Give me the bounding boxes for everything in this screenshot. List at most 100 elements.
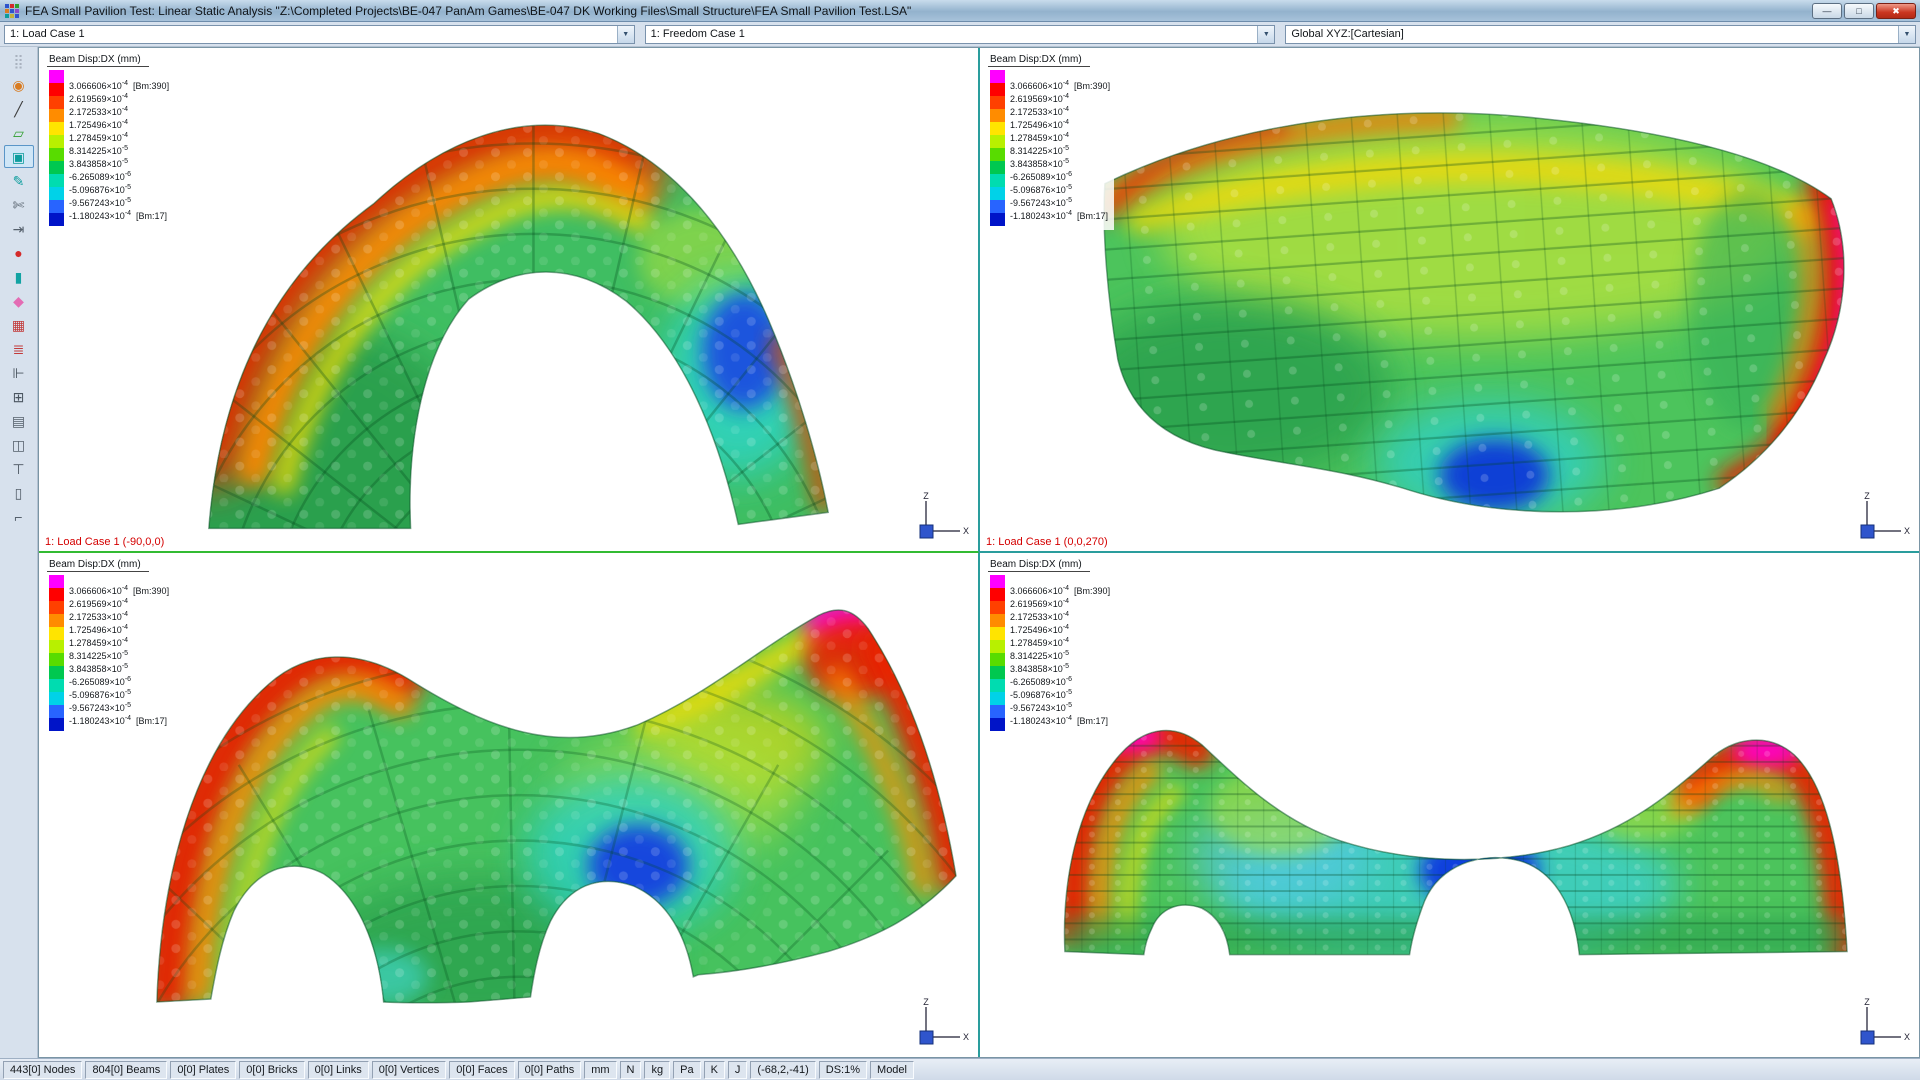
status-cell: Model (870, 1060, 914, 1079)
legend-swatch (49, 135, 64, 148)
close-button[interactable]: ✖ (1876, 2, 1916, 19)
node-tool-icon[interactable]: ◉ (4, 73, 34, 96)
legend-value: -1.180243×10-4 [Bm:17] (69, 210, 168, 221)
node-attribute-icon[interactable]: ● (4, 241, 34, 264)
legend-value: 1.278459×10-4 (1010, 636, 1070, 648)
status-bar: 443[0] Nodes 804[0] Beams 0[0] Plates 0[0] … (0, 1058, 1920, 1080)
legend-swatch (49, 161, 64, 174)
legend-swatch (49, 148, 64, 161)
legend-swatch (990, 187, 1005, 200)
status-cell: 443[0] Nodes (3, 1060, 83, 1079)
extrude-tool-icon[interactable]: ⇥ (4, 217, 34, 240)
chevron-down-icon[interactable]: ▼ (1257, 25, 1275, 43)
legend-swatch (49, 96, 64, 109)
column-icon[interactable]: ▯ (4, 481, 34, 504)
legend-value: 1.725496×10-4 (69, 623, 129, 635)
grid-icon[interactable]: ⊞ (4, 385, 34, 408)
legend-value: -9.567243×10-5 (1010, 701, 1073, 713)
status-cell: mm (584, 1060, 617, 1079)
restraint-icon[interactable]: ⊩ (4, 361, 34, 384)
contour-legend: Beam Disp:DX (mm) 3.066606×10-4 [Bm:390] 2… (986, 52, 1115, 230)
legend-value: 3.843858×10-5 (69, 158, 129, 169)
dimension-icon[interactable]: ⊤ (4, 457, 34, 480)
legend-value: -6.265089×10-6 (1010, 171, 1073, 182)
chevron-down-icon[interactable]: ▼ (616, 25, 634, 43)
viewport-top-left[interactable]: Beam Disp:DX (mm) 3.066606×10-4 [Bm:390] 2… (39, 48, 979, 553)
cutter-tool-icon[interactable]: ✄ (4, 193, 34, 216)
maximize-button[interactable]: □ (1844, 2, 1874, 19)
legend-value: -6.265089×10-6 (69, 171, 132, 182)
axis-label-z: Z (1864, 997, 1870, 1007)
legend-swatch (49, 200, 64, 213)
legend-value: -5.096876×10-5 (69, 688, 132, 700)
case-toolbar: 1: Load Case 1 ▼ 1: Freedom Case 1 ▼ Glo… (0, 22, 1920, 47)
tool-palette: ⣿ ◉ ╱ ▱ ▣ ✎ ✄ ⇥ ● ▮ ◆ ▦ (0, 47, 38, 1058)
grip-handle[interactable]: ⣿ (4, 49, 34, 72)
viewport-bottom-left[interactable]: Beam Disp:DX (mm) 3.066606×10-4 [Bm:390] 2… (39, 552, 979, 1057)
axis-label-z: Z (1864, 491, 1870, 501)
minimize-button[interactable]: — (1812, 2, 1842, 19)
legend-swatch (990, 600, 1005, 614)
legend-value: -5.096876×10-5 (1010, 184, 1073, 195)
legend-swatch (990, 135, 1005, 148)
legend-swatch (49, 70, 64, 83)
solids-icon[interactable]: ◫ (4, 433, 34, 456)
legend-value: 2.172533×10-4 (1010, 106, 1070, 117)
polygon-icon[interactable]: ⌐ (4, 505, 34, 528)
brick-tool-icon[interactable]: ▣ (3, 145, 34, 168)
status-cell: 0[0] Links (307, 1060, 369, 1079)
beam-tool-icon[interactable]: ╱ (4, 97, 34, 120)
brick-attribute-icon[interactable]: ▦ (4, 313, 34, 336)
legend-swatch (990, 161, 1005, 174)
load-icon[interactable]: ≣ (4, 337, 34, 360)
viewport-top-right[interactable]: Beam Disp:DX (mm) 3.066606×10-4 [Bm:390] 2… (979, 48, 1919, 553)
legend-swatch (990, 70, 1005, 83)
coordinate-system-value: Global XYZ:[Cartesian] (1291, 28, 1404, 40)
viewport-bottom-right[interactable]: Beam Disp:DX (mm) 3.066606×10-4 [Bm:390] 2… (979, 552, 1919, 1057)
legend-value: -9.567243×10-5 (69, 701, 132, 713)
legend-value: 1.278459×10-4 (1010, 132, 1070, 143)
legend-value: 3.843858×10-5 (1010, 662, 1070, 674)
legend-swatch (49, 109, 64, 122)
viewport-label: 1: Load Case 1 (0,0,270) (986, 535, 1108, 548)
status-cell: N (619, 1060, 642, 1079)
fea-model-bottom-right (1063, 729, 1848, 955)
load-case-combo[interactable]: 1: Load Case 1 ▼ (4, 24, 635, 44)
legend-value: 3.066606×10-4 [Bm:390] (69, 584, 170, 596)
axis-triad: Z X (919, 491, 969, 538)
legend-swatch (990, 574, 1005, 588)
legend-value: 8.314225×10-5 (1010, 145, 1070, 156)
legend-swatch (49, 678, 64, 692)
legend-value: 3.066606×10-4 [Bm:390] (1010, 584, 1111, 596)
legend-value: -6.265089×10-6 (69, 675, 132, 687)
legend-title: Beam Disp:DX (mm) (988, 559, 1090, 572)
legend-value: -1.180243×10-4 [Bm:17] (1010, 210, 1109, 221)
plate-attribute-icon[interactable]: ◆ (4, 289, 34, 312)
contour-legend: Beam Disp:DX (mm) 3.066606×10-4 [Bm:390] 2… (986, 556, 1115, 735)
legend-value: -1.180243×10-4 [Bm:17] (69, 714, 168, 726)
legend-swatch (990, 665, 1005, 679)
viewport-label: 1: Load Case 1 (-90,0,0) (45, 535, 165, 548)
titlebar: FEA Small Pavilion Test: Linear Static A… (0, 0, 1920, 22)
status-cell: 0[0] Vertices (371, 1060, 447, 1079)
plate-tool-icon[interactable]: ▱ (4, 121, 34, 144)
axis-triad: Z X (1860, 997, 1910, 1045)
coordinate-system-combo[interactable]: Global XYZ:[Cartesian] ▼ (1285, 24, 1917, 44)
fea-model-top-right (1103, 112, 1845, 513)
chevron-down-icon[interactable]: ▼ (1898, 25, 1916, 43)
axis-triad: Z X (919, 997, 969, 1045)
legend-swatch (990, 652, 1005, 666)
beam-attribute-icon[interactable]: ▮ (4, 265, 34, 288)
legend-value: -6.265089×10-6 (1010, 675, 1073, 687)
legend-swatch (49, 187, 64, 200)
status-cell: DS:1% (818, 1060, 868, 1079)
legend-value: 3.066606×10-4 [Bm:390] (69, 80, 170, 91)
legend-swatch (49, 574, 64, 588)
freedom-case-combo[interactable]: 1: Freedom Case 1 ▼ (644, 24, 1276, 44)
viewport-grid: Beam Disp:DX (mm) 3.066606×10-4 [Bm:390] 2… (38, 47, 1920, 1058)
legend-value: 1.278459×10-4 (69, 636, 129, 648)
copy-icon[interactable]: ▤ (4, 409, 34, 432)
legend-swatch (49, 626, 64, 640)
legend-value: 2.619569×10-4 (1010, 93, 1070, 104)
pen-tool-icon[interactable]: ✎ (4, 169, 34, 192)
